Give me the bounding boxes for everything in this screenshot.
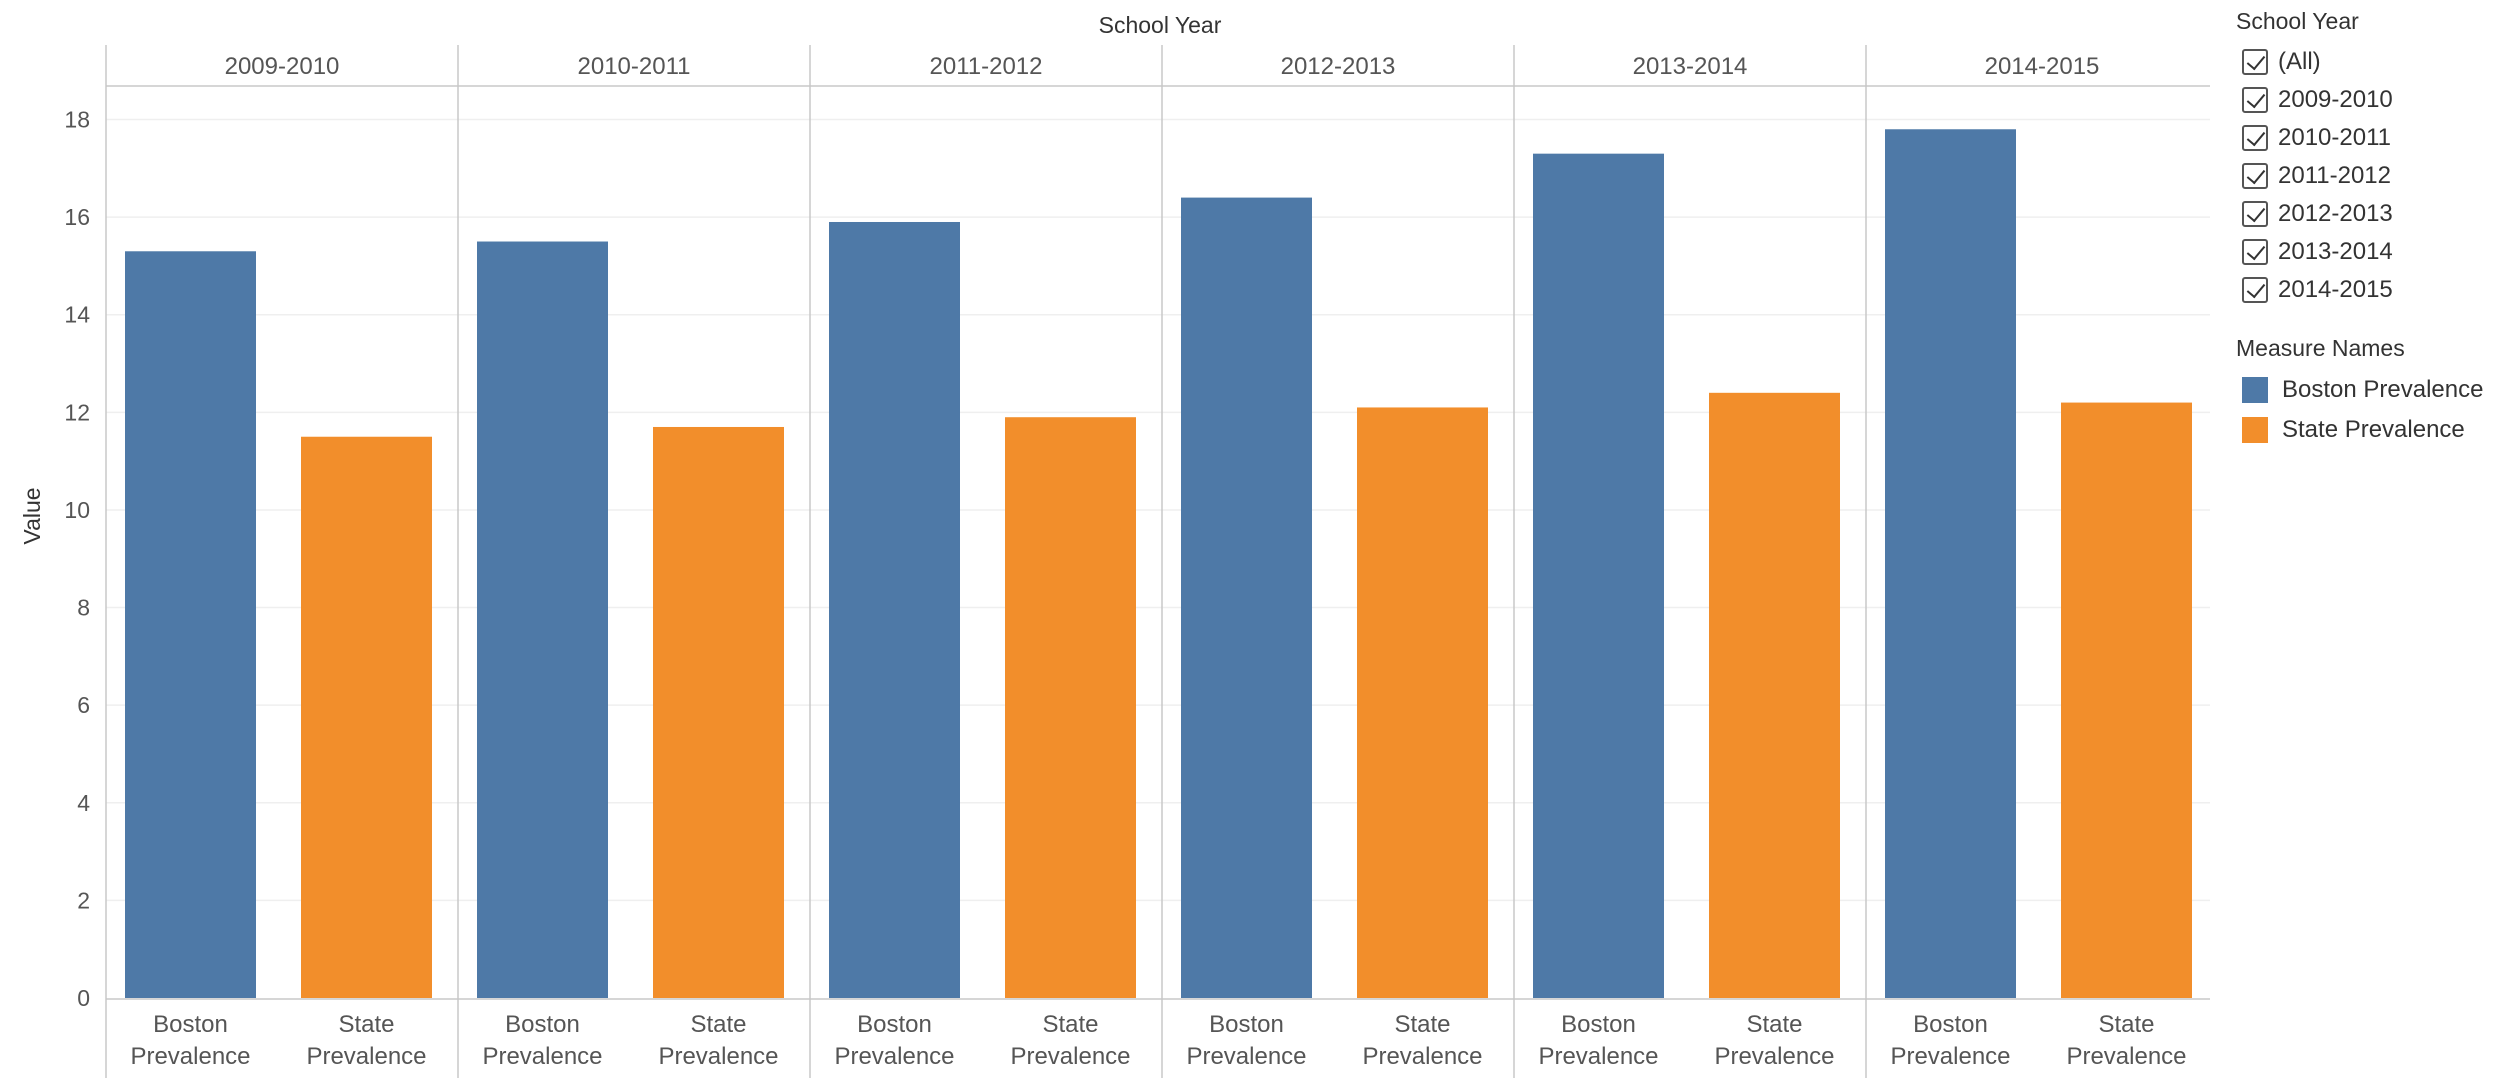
panel-header-label: 2009-2010 bbox=[225, 53, 340, 80]
school-year-filter: (All) 2009-2010 2010-2011 2011-2012 2012-201… bbox=[2236, 43, 2498, 309]
bar-chart: School Year Value 0 2 4 6 8 10 12 14 16 18 2009-20… bbox=[19, 12, 2210, 1078]
y-tick-label: 6 bbox=[77, 692, 90, 718]
bar[interactable] bbox=[1005, 417, 1136, 999]
category-label: State Prevalence bbox=[306, 1011, 426, 1070]
color-legend: Measure Names Boston Prevalence State Pre… bbox=[2236, 335, 2498, 450]
bar[interactable] bbox=[2061, 402, 2192, 998]
filter-item[interactable]: 2013-2014 bbox=[2236, 233, 2498, 271]
filter-item[interactable]: (All) bbox=[2236, 43, 2498, 81]
panel-header-label: 2014-2015 bbox=[1985, 53, 2100, 80]
panel-header-label: 2012-2013 bbox=[1281, 53, 1396, 80]
checkbox-checked-icon[interactable] bbox=[2242, 125, 2268, 151]
checkbox-checked-icon[interactable] bbox=[2242, 49, 2268, 75]
y-tick-label: 2 bbox=[77, 887, 90, 913]
category-label: Boston Prevalence bbox=[482, 1011, 602, 1070]
color-legend-item[interactable]: State Prevalence bbox=[2236, 410, 2498, 450]
panel-header-label: 2013-2014 bbox=[1633, 53, 1748, 80]
y-tick-label: 0 bbox=[77, 985, 90, 1011]
filter-item-label: 2014-2015 bbox=[2278, 276, 2393, 303]
filter-item-label: 2010-2011 bbox=[2278, 124, 2391, 151]
panel-header-label: 2011-2012 bbox=[930, 53, 1043, 80]
chart-labels: School Year Value 0 2 4 6 8 10 12 14 16 18 2009-20… bbox=[19, 12, 2187, 1070]
category-label: State Prevalence bbox=[2066, 1011, 2186, 1070]
category-label: Boston Prevalence bbox=[1186, 1011, 1306, 1070]
y-tick-label: 10 bbox=[64, 497, 90, 523]
bar[interactable] bbox=[301, 436, 432, 999]
filter-item-label: 2011-2012 bbox=[2278, 162, 2391, 189]
filter-item-label: 2013-2014 bbox=[2278, 238, 2393, 265]
bar[interactable] bbox=[1357, 407, 1488, 999]
bar[interactable] bbox=[125, 251, 256, 998]
checkbox-checked-icon[interactable] bbox=[2242, 163, 2268, 189]
checkbox-checked-icon[interactable] bbox=[2242, 277, 2268, 303]
checkbox-checked-icon[interactable] bbox=[2242, 201, 2268, 227]
chart-title: School Year bbox=[1099, 12, 1222, 38]
y-axis-label: Value bbox=[19, 487, 45, 544]
category-label: Boston Prevalence bbox=[130, 1011, 250, 1070]
color-legend-label: State Prevalence bbox=[2282, 416, 2465, 443]
color-swatch bbox=[2242, 417, 2268, 443]
panel-header-label: 2010-2011 bbox=[578, 53, 691, 80]
bar[interactable] bbox=[653, 426, 784, 999]
filter-item[interactable]: 2010-2011 bbox=[2236, 119, 2498, 157]
color-legend-list: Boston Prevalence State Prevalence bbox=[2236, 370, 2498, 450]
bar[interactable] bbox=[829, 221, 960, 998]
legend-panel: School Year (All) 2009-2010 2010-2011 2011-… bbox=[2236, 8, 2498, 450]
category-label: Boston Prevalence bbox=[1890, 1011, 2010, 1070]
color-legend-title: Measure Names bbox=[2236, 335, 2405, 361]
y-tick-label: 16 bbox=[64, 204, 90, 230]
filter-item[interactable]: 2012-2013 bbox=[2236, 195, 2498, 233]
category-label: State Prevalence bbox=[1362, 1011, 1482, 1070]
bar[interactable] bbox=[1181, 197, 1312, 999]
category-label: State Prevalence bbox=[1010, 1011, 1130, 1070]
y-tick-label: 18 bbox=[64, 107, 90, 133]
filter-item[interactable]: 2009-2010 bbox=[2236, 81, 2498, 119]
category-label: Boston Prevalence bbox=[1538, 1011, 1658, 1070]
bars bbox=[125, 129, 2192, 999]
category-label: Boston Prevalence bbox=[834, 1011, 954, 1070]
category-label: State Prevalence bbox=[1714, 1011, 1834, 1070]
bar[interactable] bbox=[1709, 392, 1840, 998]
bar[interactable] bbox=[477, 241, 608, 998]
y-tick-label: 14 bbox=[64, 302, 90, 328]
color-legend-label: Boston Prevalence bbox=[2282, 376, 2484, 403]
filter-item-label: (All) bbox=[2278, 48, 2321, 75]
filter-item[interactable]: 2011-2012 bbox=[2236, 157, 2498, 195]
filter-item-label: 2012-2013 bbox=[2278, 200, 2393, 227]
y-tick-label: 4 bbox=[77, 790, 90, 816]
bar[interactable] bbox=[1533, 153, 1664, 999]
panel-frames bbox=[105, 45, 2210, 1078]
color-swatch bbox=[2242, 377, 2268, 403]
filter-title: School Year bbox=[2236, 8, 2359, 34]
y-tick-label: 8 bbox=[77, 595, 90, 621]
category-label: State Prevalence bbox=[658, 1011, 778, 1070]
filter-item[interactable]: 2014-2015 bbox=[2236, 271, 2498, 309]
checkbox-checked-icon[interactable] bbox=[2242, 239, 2268, 265]
bar[interactable] bbox=[1885, 129, 2016, 998]
y-tick-label: 12 bbox=[64, 399, 90, 425]
filter-item-label: 2009-2010 bbox=[2278, 86, 2393, 113]
checkbox-checked-icon[interactable] bbox=[2242, 87, 2268, 113]
color-legend-item[interactable]: Boston Prevalence bbox=[2236, 370, 2498, 410]
